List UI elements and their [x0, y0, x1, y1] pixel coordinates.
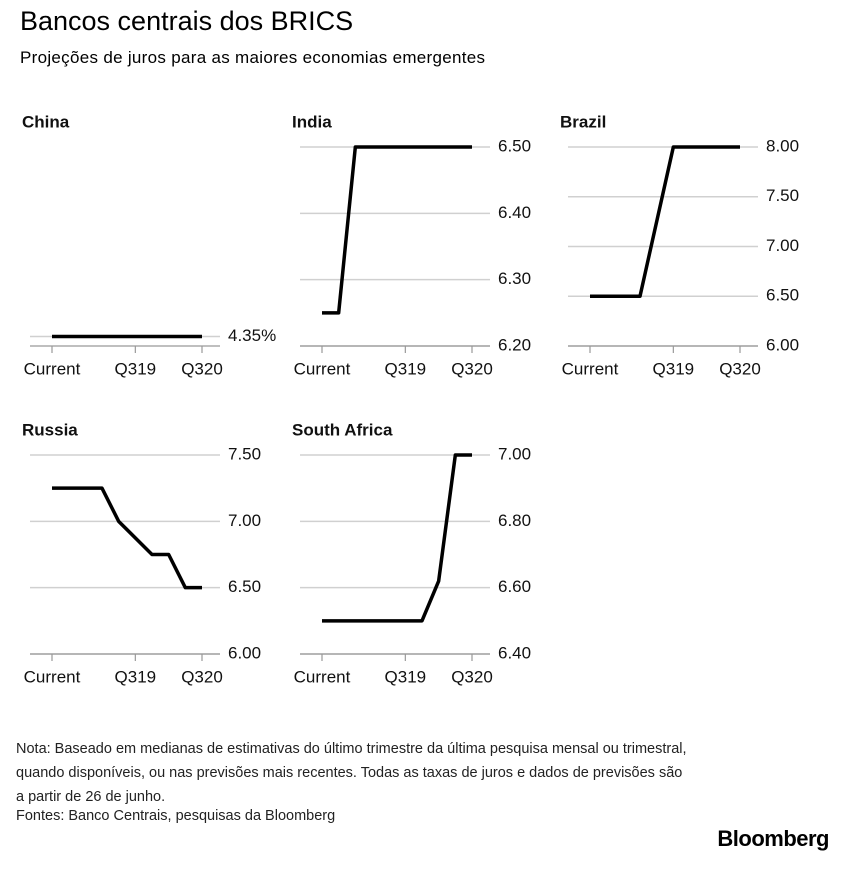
- x-tick-label: Q320: [451, 359, 493, 378]
- y-tick-label: 8.00: [766, 136, 799, 155]
- y-tick-label: 6.50: [498, 136, 531, 155]
- x-tick-label: Q320: [719, 359, 761, 378]
- y-tick-label: 6.40: [498, 643, 531, 662]
- x-tick-label: Q319: [385, 359, 427, 378]
- x-tick-label: Q319: [115, 667, 157, 686]
- y-tick-label: 4.35%: [228, 326, 276, 345]
- y-tick-label: 6.80: [498, 511, 531, 530]
- x-tick-label: Q319: [385, 667, 427, 686]
- x-tick-label: Q319: [115, 359, 157, 378]
- x-tick-label: Current: [294, 667, 351, 686]
- y-tick-label: 6.00: [766, 335, 799, 354]
- panel-title: Russia: [22, 420, 78, 439]
- y-tick-label: 6.50: [228, 577, 261, 596]
- x-tick-label: Current: [562, 359, 619, 378]
- source: Fontes: Banco Centrais, pesquisas da Blo…: [16, 808, 336, 824]
- y-tick-label: 6.50: [766, 286, 799, 305]
- x-tick-label: Q320: [451, 667, 493, 686]
- logo: Bloomberg: [717, 826, 829, 851]
- y-tick-label: 6.00: [228, 643, 261, 662]
- data-line: [590, 145, 740, 298]
- x-tick-label: Q320: [181, 667, 223, 686]
- x-tick-label: Current: [294, 359, 351, 378]
- y-tick-label: 6.30: [498, 269, 531, 288]
- panel-title: India: [292, 112, 332, 131]
- y-tick-label: 7.00: [498, 444, 531, 463]
- title: Bancos centrais dos BRICS: [20, 6, 354, 36]
- x-tick-label: Current: [24, 667, 81, 686]
- y-tick-label: 7.00: [228, 511, 261, 530]
- panel-title: South Africa: [292, 420, 393, 439]
- data-line: [322, 145, 472, 315]
- y-tick-label: 6.40: [498, 203, 531, 222]
- subtitle: Projeções de juros para as maiores econo…: [20, 48, 486, 67]
- x-tick-label: Current: [24, 359, 81, 378]
- y-tick-label: 7.50: [766, 186, 799, 205]
- panel-title: Brazil: [560, 112, 606, 131]
- y-tick-label: 7.00: [766, 236, 799, 255]
- y-tick-label: 6.60: [498, 577, 531, 596]
- panel-title: China: [22, 112, 70, 131]
- x-tick-label: Q319: [653, 359, 695, 378]
- x-tick-label: Q320: [181, 359, 223, 378]
- data-line: [52, 486, 202, 590]
- y-tick-label: 6.20: [498, 335, 531, 354]
- y-tick-label: 7.50: [228, 444, 261, 463]
- note: Nota: Baseado em medianas de estimativas…: [16, 741, 687, 805]
- data-line: [322, 453, 472, 623]
- charts: China 4.35% Current Q319 Q320 India 6.20 6.30 6.…: [22, 112, 799, 686]
